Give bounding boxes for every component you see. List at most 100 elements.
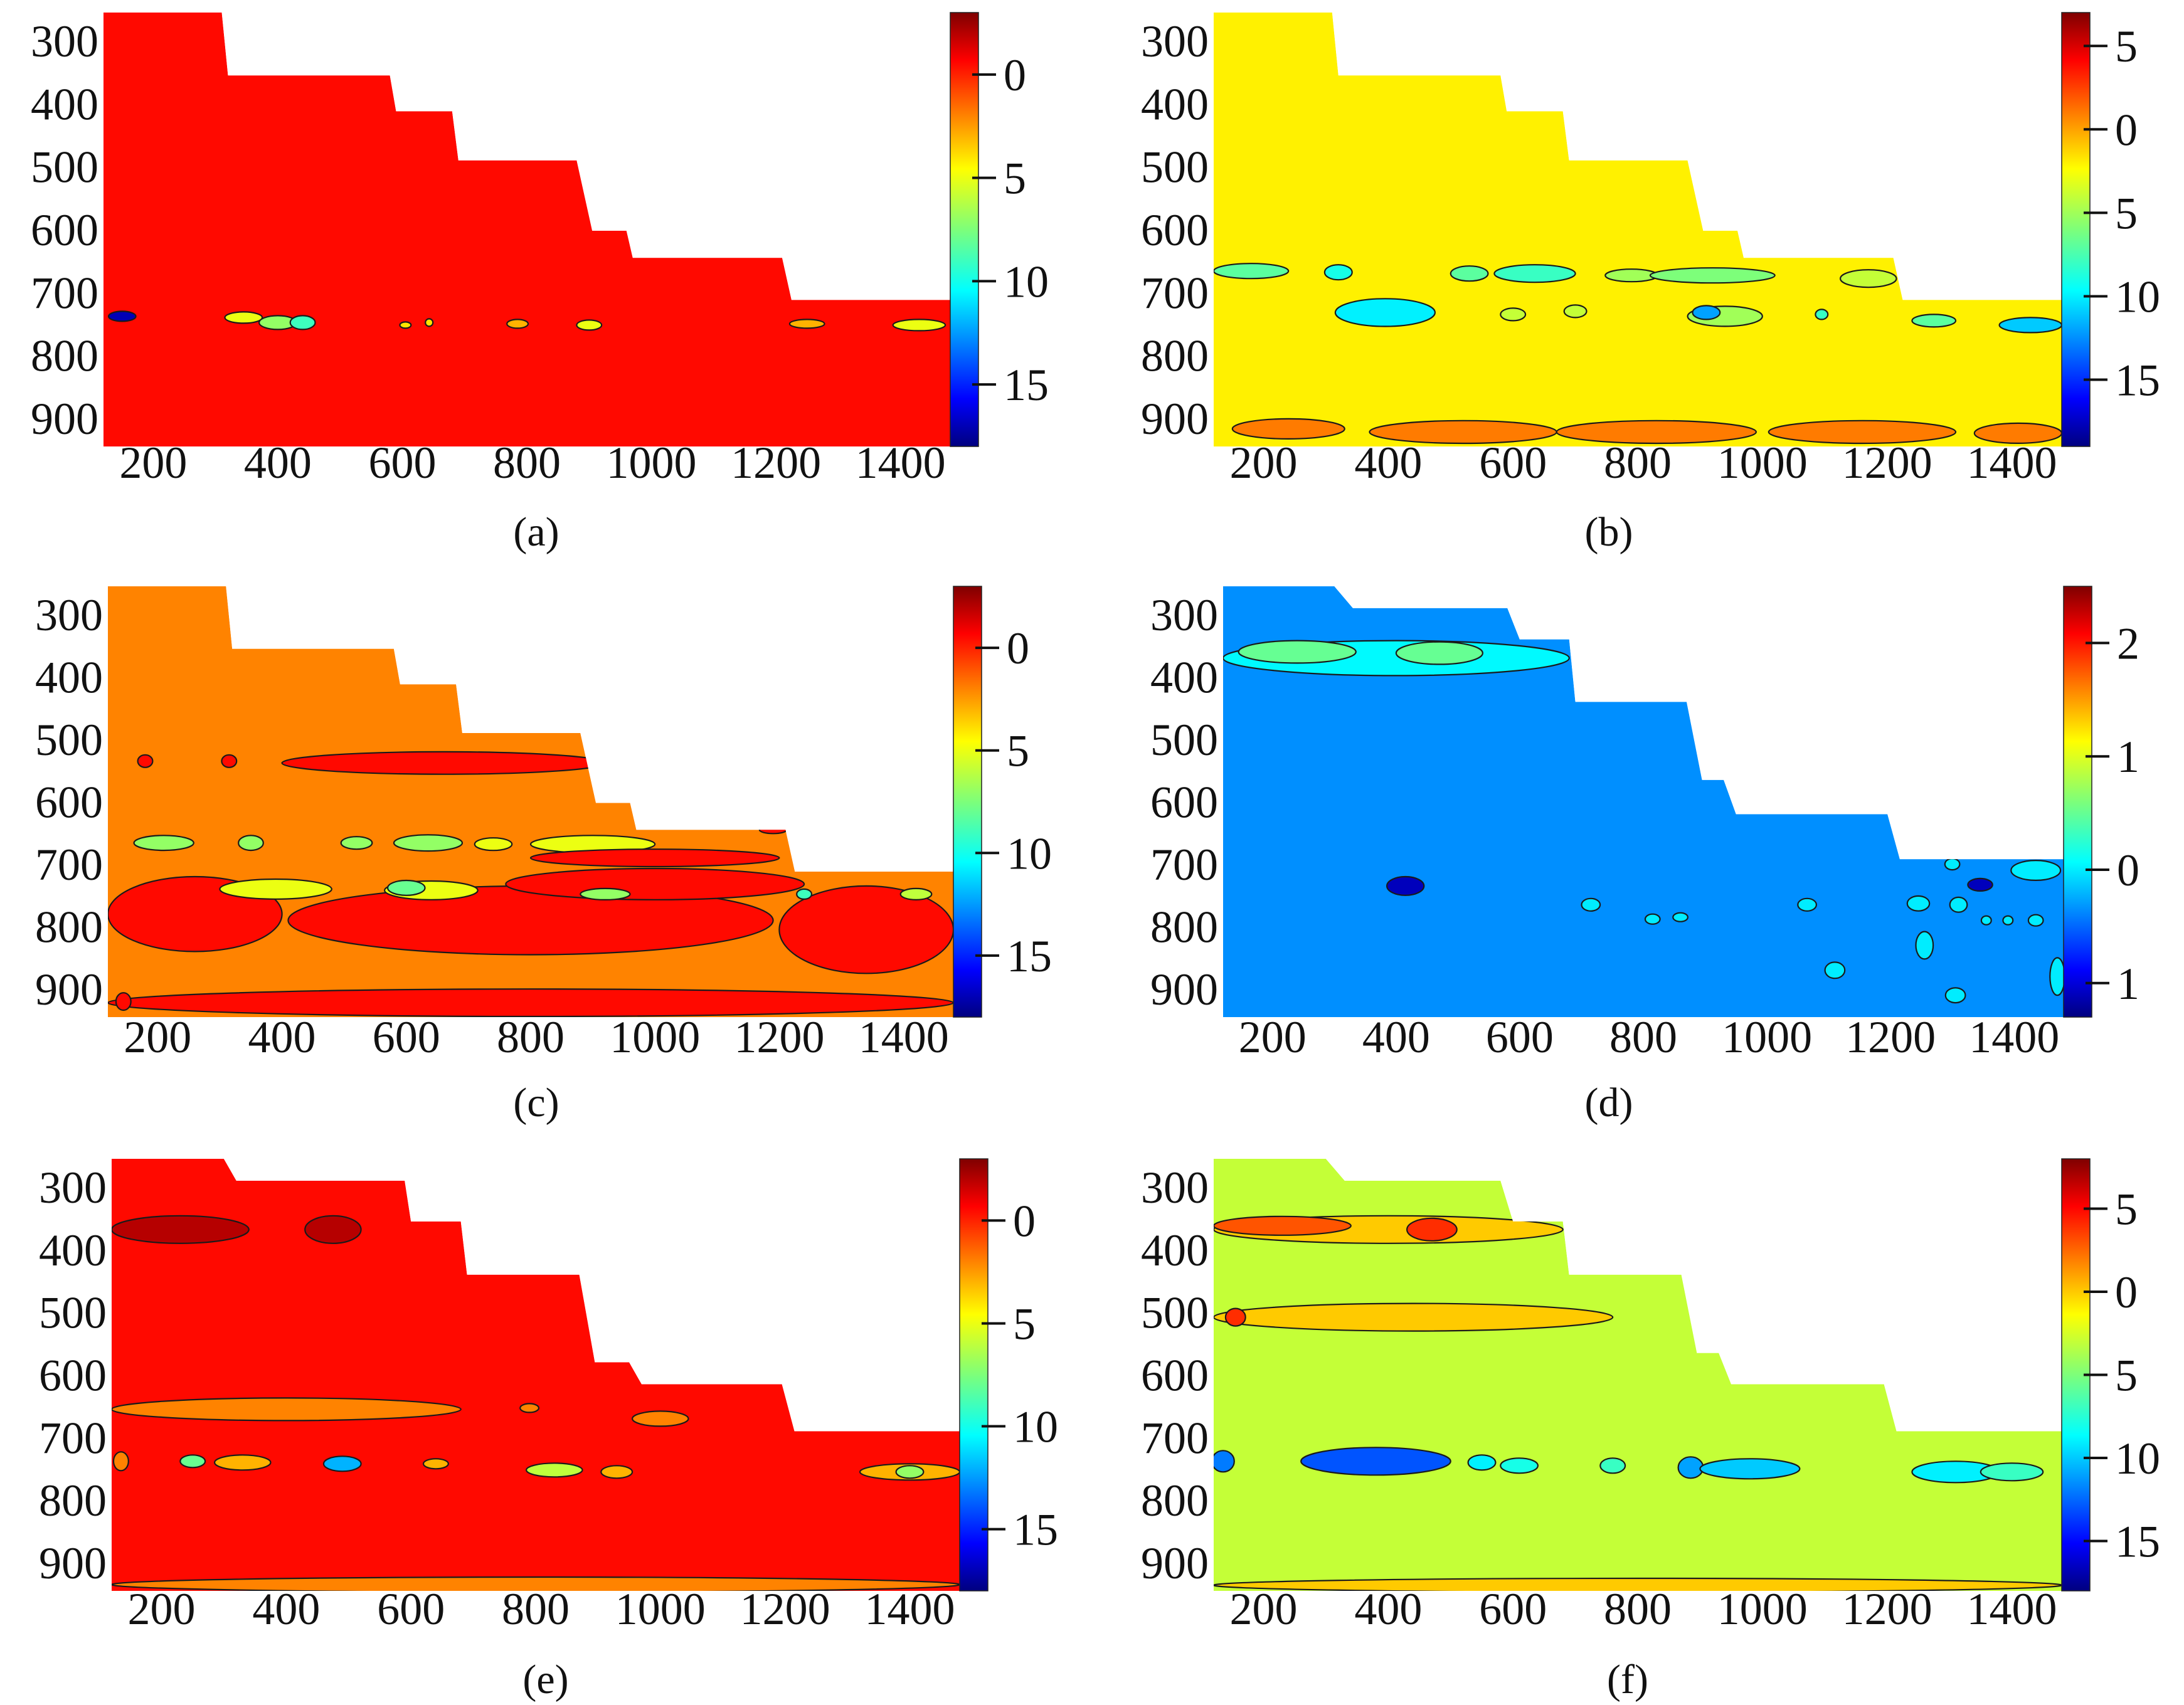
contour-region-5 — [425, 318, 434, 327]
colorbar-tick-label: 0 — [1007, 623, 1029, 673]
x-tick-label: 200 — [1239, 1012, 1307, 1062]
colorbar-tick-label: 10 — [2115, 272, 2160, 322]
x-tick-label: 800 — [502, 1584, 570, 1634]
colorbar-tick-label: 0 — [2115, 105, 2138, 155]
colorbar-scale — [2061, 12, 2091, 447]
y-tick-label: 700 — [1150, 840, 1218, 890]
contour-region-11 — [1692, 305, 1721, 320]
x-tick-label: 600 — [1479, 1584, 1547, 1634]
colorbar-tick-label: 0 — [1013, 1196, 1036, 1246]
contour-region-8 — [788, 319, 825, 329]
background-region — [103, 13, 950, 446]
colorbar-tick-label: 2 — [2117, 618, 2139, 668]
contour-region-19 — [2049, 957, 2064, 996]
colorbar-tick-label: 10 — [1007, 828, 1052, 879]
x-tick-label: 1200 — [1842, 438, 1932, 488]
contour-region-11 — [1699, 1458, 1801, 1480]
y-tick-label: 900 — [1141, 1538, 1209, 1588]
contour-region-4 — [1581, 897, 1601, 912]
colorbar-scale — [959, 1158, 989, 1592]
contour-region-22 — [115, 992, 132, 1011]
contour-region-10 — [529, 848, 780, 868]
x-tick-label: 1400 — [859, 1012, 949, 1062]
panel-label-e: (e) — [522, 1657, 568, 1702]
contour-region-1 — [1214, 1215, 1352, 1236]
y-tick-label: 300 — [31, 16, 98, 66]
colorbar: 0 5 10 15 — [959, 1158, 1058, 1592]
contour-region-9 — [1599, 1457, 1626, 1474]
contour-region-4 — [1224, 1307, 1246, 1327]
y-tick-label: 500 — [1150, 715, 1218, 765]
contour-region-6 — [1840, 269, 1897, 288]
y-tick-label: 800 — [39, 1475, 107, 1526]
background-region — [1214, 1159, 2062, 1591]
y-tick-label: 400 — [35, 652, 103, 702]
y-tick-label: 700 — [31, 268, 98, 318]
colorbar: 0 5 10 15 — [953, 586, 1052, 1018]
colorbar-tick-label: 15 — [2115, 356, 2160, 406]
contour-region-13 — [895, 1465, 925, 1479]
y-tick-label: 500 — [39, 1288, 107, 1338]
contour-field — [1214, 13, 2062, 446]
x-tick-label: 1000 — [610, 1012, 700, 1062]
contour-field — [103, 13, 950, 446]
contour-region-15 — [2002, 915, 2014, 926]
x-tick-label: 1400 — [856, 438, 946, 488]
contour-region-5 — [1214, 1450, 1235, 1473]
contour-region-8 — [1824, 961, 1846, 979]
x-tick-label: 200 — [1230, 1584, 1298, 1634]
y-tick-label: 600 — [1150, 778, 1218, 828]
contour-region-7 — [1334, 298, 1436, 327]
y-tick-label: 300 — [39, 1163, 107, 1213]
panel-label-f: (f) — [1607, 1657, 1648, 1702]
contour-region-5 — [238, 835, 264, 852]
y-tick-label: 400 — [31, 79, 98, 129]
panel-f: 200 400 600 800 1000 1200 1400 300 400 500 600 700 8… — [1141, 1158, 2160, 1634]
y-tick-label: 700 — [39, 1413, 107, 1463]
contour-region-11 — [600, 1465, 633, 1479]
x-tick-label: 600 — [369, 438, 437, 488]
x-tick-label: 1400 — [865, 1584, 955, 1634]
colorbar: 5 0 5 10 15 — [2061, 12, 2160, 447]
colorbar-tick-label: 5 — [1013, 1299, 1036, 1349]
contour-region-12 — [1949, 896, 1968, 913]
contour-region-3 — [1214, 1302, 1614, 1332]
contour-region-10 — [1677, 1456, 1704, 1479]
panel-label-c: (c) — [513, 1080, 559, 1126]
y-tick-label: 600 — [39, 1351, 107, 1401]
panel-label-d: (d) — [1585, 1080, 1633, 1126]
colorbar-tick-label: 15 — [1007, 931, 1052, 981]
x-tick-label: 200 — [124, 1012, 191, 1062]
x-tick-label: 600 — [1486, 1012, 1554, 1062]
x-tick-label: 1200 — [1842, 1584, 1932, 1634]
contour-region-0 — [112, 1215, 250, 1244]
colorbar-tick-label: 0 — [1004, 50, 1026, 100]
x-tick-label: 200 — [1230, 438, 1298, 488]
x-tick-label: 1000 — [615, 1584, 706, 1634]
contour-region-18 — [580, 887, 631, 901]
x-tick-label: 1400 — [1967, 1584, 2057, 1634]
contour-region-6 — [506, 319, 529, 329]
x-tick-label: 600 — [1479, 438, 1547, 488]
contour-region-9 — [1563, 304, 1588, 319]
contour-region-14 — [505, 867, 805, 900]
contour-region-3 — [758, 825, 788, 835]
y-tick-label: 600 — [35, 778, 103, 828]
contour-region-13 — [1980, 1462, 2044, 1482]
y-tick-label: 400 — [39, 1225, 107, 1275]
contour-region-4 — [133, 835, 194, 852]
contour-region-2 — [1406, 1217, 1458, 1242]
contour-region-10 — [525, 1462, 583, 1478]
panel-a: 200 400 600 800 1000 1200 1400 300 400 500 600 700 8… — [31, 12, 1049, 488]
background-region — [1223, 586, 2064, 1017]
colorbar-scale — [953, 586, 982, 1018]
x-tick-label: 200 — [119, 438, 187, 488]
x-tick-label: 600 — [373, 1012, 440, 1062]
x-tick-label: 400 — [244, 438, 312, 488]
y-tick-label: 800 — [31, 331, 98, 381]
contour-region-1 — [224, 311, 263, 324]
y-tick-label: 400 — [1141, 79, 1209, 129]
colorbar-tick-label: 1 — [2117, 732, 2139, 782]
y-tick-label: 600 — [31, 205, 98, 255]
